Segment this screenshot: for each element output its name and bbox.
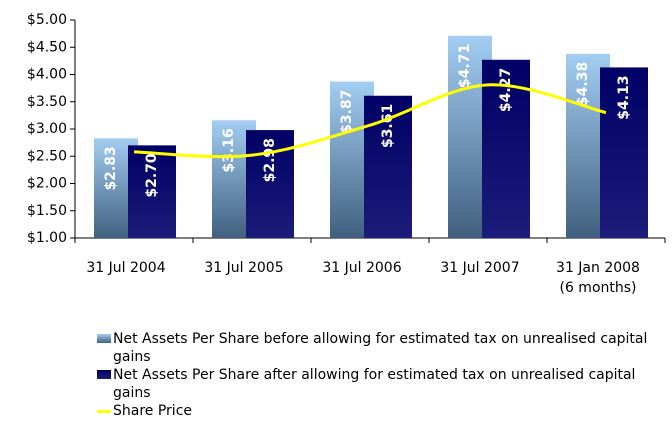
legend-label: Share Price	[113, 403, 193, 419]
y-tick-label: $4.00	[27, 67, 67, 83]
legend-item: Net Assets Per Share after allowing for …	[97, 366, 657, 402]
x-tick-label: 31 Jul 2007	[440, 260, 520, 276]
legend-label: Net Assets Per Share before allowing for…	[113, 331, 648, 365]
chart: $1.00 $1.50 $2.00 $2.50 $3.00 $3.50 $4.00 $4.50…	[27, 12, 666, 246]
x-tick-label: 31 Jan 2008 (6 months)	[556, 260, 640, 296]
value-label: $2.70	[144, 153, 160, 198]
legend-item: Net Assets Per Share before allowing for…	[97, 330, 657, 366]
legend-swatch	[97, 410, 111, 413]
bar	[600, 67, 648, 238]
value-label: $4.71	[457, 44, 473, 88]
value-label: $4.38	[575, 62, 591, 106]
line	[133, 83, 607, 159]
value-label: $3.16	[221, 128, 237, 172]
y-tick-label: $3.00	[27, 121, 67, 137]
value-label: $2.98	[262, 138, 278, 182]
y-tick-label: $4.50	[27, 39, 67, 55]
value-label: $3.87	[339, 90, 355, 134]
x-tick-label: 31 Jul 2005	[204, 260, 284, 276]
y-tick-label: $2.50	[27, 148, 67, 164]
x-tick-label: 31 Jul 2004	[86, 260, 166, 276]
y-tick-label: $1.50	[27, 203, 67, 219]
legend-label: Net Assets Per Share after allowing for …	[113, 367, 636, 401]
value-label: $2.83	[103, 146, 119, 190]
value-label: $4.27	[498, 68, 514, 112]
y-tick-label: $5.00	[27, 12, 67, 28]
value-label: $4.13	[616, 75, 632, 119]
value-label: $3.61	[380, 104, 396, 148]
legend-swatch	[97, 334, 111, 343]
y-tick-label: $1.00	[27, 230, 67, 246]
y-tick-label: $2.00	[27, 176, 67, 192]
legend: Net Assets Per Share before allowing for…	[97, 330, 657, 420]
legend-swatch	[97, 370, 111, 379]
y-tick-label: $3.50	[27, 94, 67, 110]
bar	[128, 145, 176, 238]
x-tick-label: 31 Jul 2006	[322, 260, 402, 276]
legend-item: Share Price	[97, 402, 657, 420]
